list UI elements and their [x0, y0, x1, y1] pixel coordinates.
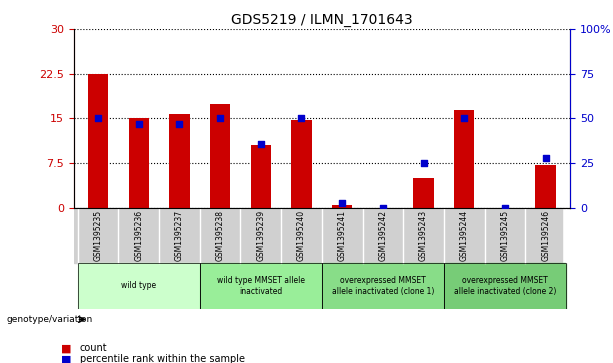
Bar	[444, 263, 566, 309]
Bar	[210, 103, 230, 208]
Bar	[454, 110, 474, 208]
Bar	[413, 178, 434, 208]
Point	[256, 140, 265, 146]
Point	[337, 200, 347, 205]
Text: overexpressed MMSET
allele inactivated (clone 1): overexpressed MMSET allele inactivated (…	[332, 276, 434, 295]
Bar	[74, 208, 562, 263]
Text: GSM1395235: GSM1395235	[93, 210, 102, 261]
Text: GSM1395241: GSM1395241	[338, 210, 347, 261]
Text: ■: ■	[61, 343, 72, 354]
Bar	[332, 205, 352, 208]
Text: GSM1395244: GSM1395244	[460, 210, 469, 261]
Bar	[200, 263, 322, 309]
Text: count: count	[80, 343, 107, 354]
Point	[175, 121, 185, 127]
Text: genotype/variation: genotype/variation	[6, 315, 93, 324]
Text: GSM1395237: GSM1395237	[175, 210, 184, 261]
Point	[297, 115, 306, 121]
Bar	[78, 263, 200, 309]
Text: GSM1395242: GSM1395242	[378, 210, 387, 261]
Bar	[88, 74, 108, 208]
Text: wild type MMSET allele
inactivated: wild type MMSET allele inactivated	[217, 276, 305, 295]
Point	[215, 115, 225, 121]
Bar	[291, 120, 311, 208]
Text: GSM1395243: GSM1395243	[419, 210, 428, 261]
Point	[459, 115, 469, 121]
Point	[93, 115, 103, 121]
Point	[500, 205, 510, 211]
Text: percentile rank within the sample: percentile rank within the sample	[80, 354, 245, 363]
Bar	[322, 263, 444, 309]
Point	[134, 121, 143, 127]
Text: ■: ■	[61, 354, 72, 363]
Text: GSM1395240: GSM1395240	[297, 210, 306, 261]
Text: GSM1395246: GSM1395246	[541, 210, 550, 261]
Text: wild type: wild type	[121, 281, 156, 290]
Text: GSM1395245: GSM1395245	[500, 210, 509, 261]
Bar	[251, 145, 271, 208]
Text: GSM1395238: GSM1395238	[216, 210, 224, 261]
Bar	[536, 165, 556, 208]
Text: overexpressed MMSET
allele inactivated (clone 2): overexpressed MMSET allele inactivated (…	[454, 276, 556, 295]
Bar	[129, 118, 149, 208]
Title: GDS5219 / ILMN_1701643: GDS5219 / ILMN_1701643	[231, 13, 413, 26]
Text: GSM1395239: GSM1395239	[256, 210, 265, 261]
Point	[541, 155, 550, 161]
Bar	[169, 114, 189, 208]
Point	[419, 160, 428, 166]
Point	[378, 205, 388, 211]
Text: GSM1395236: GSM1395236	[134, 210, 143, 261]
